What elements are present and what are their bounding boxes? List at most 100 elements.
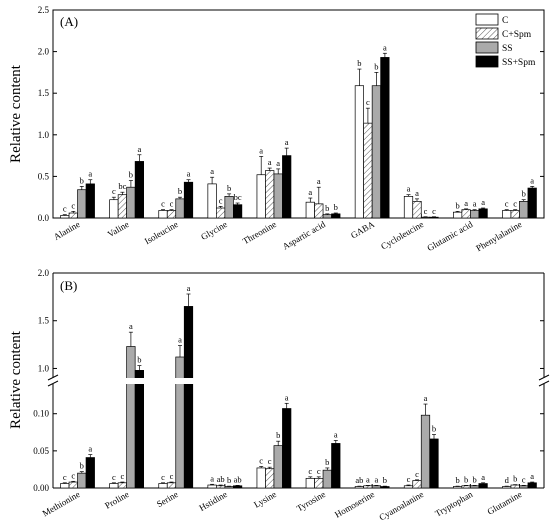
bar (412, 480, 422, 489)
significance-label: c (432, 206, 436, 216)
bar (412, 201, 422, 219)
bar (77, 472, 87, 489)
significance-label: a (129, 321, 133, 331)
bar (305, 201, 315, 219)
significance-label: c (505, 199, 509, 209)
significance-label: c (415, 469, 419, 479)
legend-swatch-ss (475, 41, 499, 54)
significance-label: b (472, 474, 476, 484)
significance-label: a (308, 187, 312, 197)
significance-label: c (63, 472, 67, 482)
bar (166, 210, 177, 219)
bar (380, 486, 390, 489)
bar (429, 438, 439, 489)
bar (314, 477, 324, 489)
significance-label: b (178, 186, 182, 196)
significance-label: c (317, 466, 321, 476)
bar (363, 485, 373, 489)
significance-label: ab (355, 475, 363, 485)
significance-label: c (71, 200, 75, 210)
significance-label: b (464, 474, 468, 484)
y-tick-label: 0.05 (33, 446, 49, 456)
bar (134, 370, 144, 489)
bar (216, 207, 226, 219)
bar (183, 306, 194, 489)
significance-label: a (88, 169, 92, 179)
bar (429, 216, 439, 219)
significance-label: a (285, 137, 289, 147)
significance-label: a (187, 169, 191, 179)
bar (403, 196, 414, 219)
significance-label: b (227, 183, 231, 193)
bar (233, 204, 243, 219)
x-tick-label: Homoserine (333, 489, 376, 520)
y-tick-label: 1.5 (38, 88, 50, 98)
bar (519, 201, 529, 219)
bar (502, 210, 512, 219)
bar (470, 485, 480, 489)
significance-label: a (138, 144, 142, 154)
panel-a-label: (A) (60, 14, 78, 29)
bar (256, 467, 266, 489)
panel-b-ylabel: Relative content (8, 330, 24, 429)
bar (420, 414, 431, 489)
y-tick-label: 2.5 (38, 5, 50, 15)
significance-label: bc (118, 181, 126, 191)
bar (478, 208, 488, 219)
bar (117, 482, 128, 489)
bar (282, 155, 292, 219)
significance-label: b (455, 200, 459, 210)
bar (224, 196, 234, 219)
significance-label: b (374, 61, 378, 71)
x-tick-label: Lysine (252, 489, 278, 510)
significance-label: b (334, 202, 338, 212)
bar (453, 486, 463, 489)
bar (126, 186, 136, 219)
y-tick-label: 0.10 (33, 409, 49, 419)
legend-swatch-c (475, 13, 499, 26)
bar (256, 174, 266, 219)
significance-label: c (522, 474, 526, 484)
bar (166, 482, 177, 489)
bar (85, 457, 95, 489)
bar (322, 214, 332, 219)
bar (273, 173, 283, 219)
significance-label: a (334, 429, 338, 439)
bar (265, 170, 275, 219)
x-tick-label: GABA (349, 219, 377, 241)
axis-break-left (47, 374, 59, 387)
bar (158, 210, 168, 219)
bar (134, 161, 144, 219)
significance-label: ab (234, 474, 242, 484)
y-tick-label: 2.0 (38, 47, 50, 57)
bar (305, 477, 315, 489)
axis-break-right (538, 374, 550, 387)
significance-label: ab (217, 474, 225, 484)
x-tick-label: Aspartic acid (281, 219, 328, 252)
bar (331, 443, 341, 489)
bar (519, 485, 529, 489)
significance-label: b (325, 203, 329, 213)
x-tick-label: Proline (103, 489, 131, 511)
significance-label: b (325, 457, 329, 467)
y-tick-label: 2.0 (38, 268, 50, 278)
significance-label: c (63, 204, 67, 214)
significance-label: a (276, 158, 280, 168)
x-tick-label: Glutamic acid (425, 219, 474, 253)
bar (420, 216, 431, 219)
bar (233, 485, 243, 489)
panel-b-label: (B) (60, 278, 77, 293)
significance-label: b (383, 475, 387, 485)
x-tick-label: Methionine (41, 489, 82, 518)
bar (117, 194, 128, 219)
legend: C C+Spm SS SS+Spm (475, 13, 536, 68)
bar-break-gap (134, 378, 145, 384)
significance-label: c (219, 195, 223, 205)
y-tick-label: 0.5 (38, 171, 50, 181)
bar (331, 213, 341, 219)
significance-label: a (259, 145, 263, 155)
y-tick-label: 1.5 (38, 316, 50, 326)
bar (68, 212, 78, 219)
